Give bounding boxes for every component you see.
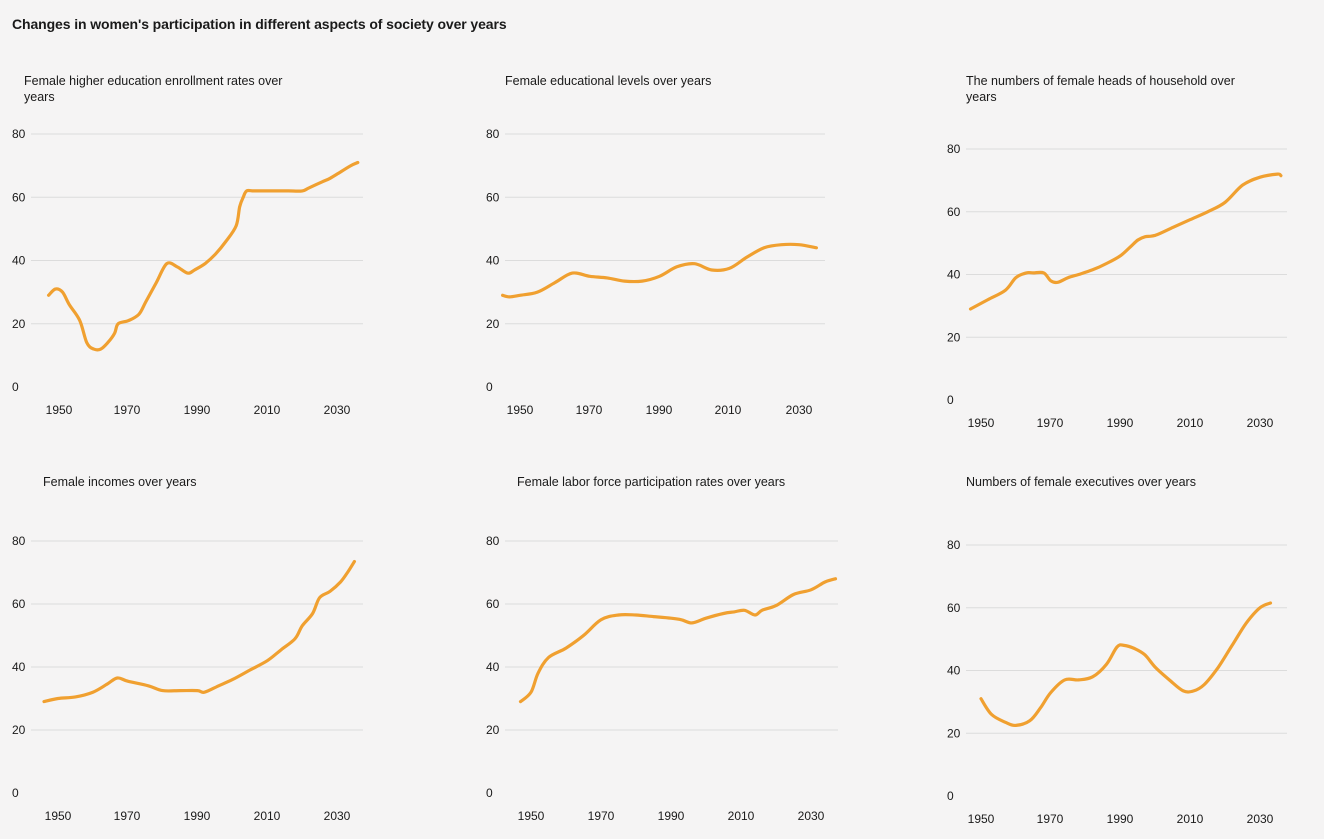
x-tick-label: 2030: [1247, 416, 1274, 430]
x-tick-label: 1950: [968, 812, 995, 826]
x-tick-label: 2010: [254, 809, 281, 823]
gridlines: [505, 540, 838, 731]
y-tick-label: 60: [486, 597, 500, 611]
gridlines: [966, 148, 1287, 338]
x-tick-label: 1970: [1037, 812, 1064, 826]
y-tick-label: 40: [486, 660, 500, 674]
y-tick-label: 20: [486, 317, 500, 331]
y-tick-label: 60: [947, 205, 961, 219]
x-tick-label: 1950: [45, 809, 72, 823]
x-tick-label: 2030: [1247, 812, 1274, 826]
series-line: [501, 242, 818, 299]
y-tick-label: 20: [947, 726, 961, 740]
gridlines: [505, 133, 825, 325]
y-tick-label: 20: [947, 330, 961, 344]
x-tick-label: 2030: [324, 809, 351, 823]
y-tick-label: 80: [12, 534, 26, 548]
gridlines: [31, 133, 363, 325]
y-tick-label: 80: [486, 534, 500, 548]
x-tick-label: 1950: [46, 403, 73, 417]
x-tick-label: 2030: [798, 809, 825, 823]
x-tick-label: 2010: [715, 403, 742, 417]
y-tick-label: 40: [12, 254, 26, 268]
x-tick-label: 1950: [507, 403, 534, 417]
page-title: Changes in women's participation in diff…: [12, 16, 507, 32]
y-tick-label: 20: [12, 723, 26, 737]
series-line: [47, 160, 360, 352]
y-tick-label: 40: [12, 660, 26, 674]
y-tick-label: 80: [12, 127, 26, 141]
x-tick-label: 1970: [114, 809, 141, 823]
x-tick-label: 1950: [518, 809, 545, 823]
series-line: [979, 601, 1273, 728]
chart-title: Female higher education enrollment rates…: [24, 74, 283, 104]
y-tick-label: 20: [486, 723, 500, 737]
x-tick-label: 1990: [184, 403, 211, 417]
y-tick-label: 80: [947, 142, 961, 156]
gridlines: [31, 540, 363, 731]
y-tick-label: 80: [947, 538, 961, 552]
x-tick-label: 1970: [588, 809, 615, 823]
x-tick-label: 1990: [184, 809, 211, 823]
y-tick-label: 0: [486, 380, 493, 394]
x-tick-label: 1990: [1107, 812, 1134, 826]
x-tick-label: 1990: [646, 403, 673, 417]
x-tick-label: 1990: [658, 809, 685, 823]
y-tick-label: 60: [486, 190, 500, 204]
series-line: [518, 577, 838, 704]
y-tick-label: 20: [12, 317, 26, 331]
x-tick-label: 2030: [324, 403, 351, 417]
y-tick-label: 80: [486, 127, 500, 141]
chart-title: The numbers of female heads of household…: [966, 74, 1235, 104]
y-tick-label: 40: [947, 664, 961, 678]
y-tick-label: 40: [947, 268, 961, 282]
gridlines: [966, 544, 1287, 734]
x-tick-label: 1990: [1107, 416, 1134, 430]
x-tick-label: 2010: [1177, 416, 1204, 430]
chart-title: Female incomes over years: [43, 475, 197, 489]
series-line: [968, 172, 1283, 311]
y-tick-label: 40: [486, 254, 500, 268]
x-tick-label: 1950: [968, 416, 995, 430]
x-tick-label: 1970: [114, 403, 141, 417]
y-tick-label: 0: [12, 786, 19, 800]
y-tick-label: 0: [12, 380, 19, 394]
x-tick-label: 1970: [576, 403, 603, 417]
series-line: [42, 559, 356, 704]
chart-title: Numbers of female executives over years: [966, 475, 1196, 489]
x-tick-label: 1970: [1037, 416, 1064, 430]
y-tick-label: 60: [12, 597, 26, 611]
x-tick-label: 2010: [1177, 812, 1204, 826]
chart-title: Female labor force participation rates o…: [517, 475, 786, 489]
x-tick-label: 2010: [254, 403, 281, 417]
x-tick-label: 2010: [728, 809, 755, 823]
y-tick-label: 0: [486, 786, 493, 800]
chart-title: Female educational levels over years: [505, 74, 712, 88]
y-tick-label: 0: [947, 393, 954, 407]
y-tick-label: 60: [12, 190, 26, 204]
y-tick-label: 0: [947, 789, 954, 803]
y-tick-label: 60: [947, 601, 961, 615]
x-tick-label: 2030: [786, 403, 813, 417]
